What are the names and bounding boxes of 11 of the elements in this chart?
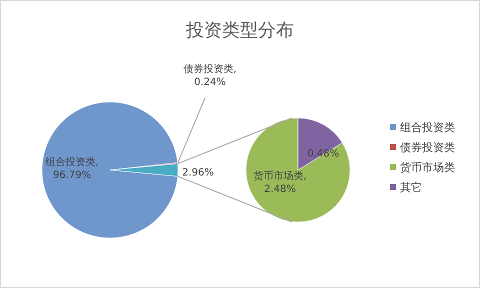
legend-label: 其它 [400,181,422,194]
legend-label: 组合投资类 [400,121,455,134]
data-label: 组合投资类, 96.79% [45,156,99,181]
data-label: 货币市场类, 2.48% [253,170,307,195]
data-label: 2.96% [182,168,214,178]
legend-label: 债券投资类 [400,141,455,154]
data-label: 债券投资类, 0.24% [183,63,237,88]
pie-slice [246,118,350,222]
chart-title: 投资类型分布 [185,20,294,41]
pie-slice [42,102,178,238]
legend-label: 货币市场类 [400,161,455,174]
